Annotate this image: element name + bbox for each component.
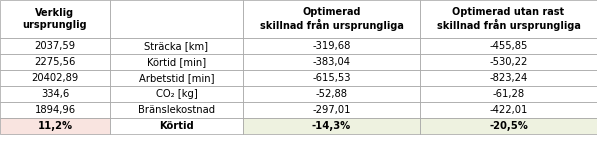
Bar	[420, 0, 597, 38]
Bar	[420, 54, 597, 70]
Bar	[420, 86, 597, 102]
Bar	[0, 0, 110, 38]
Text: -615,53: -615,53	[312, 73, 351, 83]
Bar	[110, 102, 243, 118]
Bar	[110, 70, 243, 86]
Text: Sträcka [km]: Sträcka [km]	[144, 41, 208, 51]
Text: -530,22: -530,22	[490, 57, 528, 67]
Bar	[110, 54, 243, 70]
Bar	[420, 118, 597, 134]
Bar	[243, 118, 420, 134]
Text: CO₂ [kg]: CO₂ [kg]	[156, 89, 198, 99]
Text: 334,6: 334,6	[41, 89, 69, 99]
Text: -383,04: -383,04	[312, 57, 350, 67]
Text: 2275,56: 2275,56	[34, 57, 76, 67]
Text: -297,01: -297,01	[312, 105, 351, 115]
Text: Verklig
ursprunglig: Verklig ursprunglig	[23, 8, 87, 30]
Bar	[110, 118, 243, 134]
Text: -61,28: -61,28	[493, 89, 525, 99]
Text: -422,01: -422,01	[490, 105, 528, 115]
Bar	[0, 118, 110, 134]
Bar	[243, 38, 420, 54]
Text: Optimerad
skillnad från ursprungliga: Optimerad skillnad från ursprungliga	[260, 7, 404, 31]
Bar	[110, 38, 243, 54]
Text: -455,85: -455,85	[490, 41, 528, 51]
Text: 11,2%: 11,2%	[38, 121, 73, 131]
Text: -823,24: -823,24	[490, 73, 528, 83]
Text: 20402,89: 20402,89	[32, 73, 79, 83]
Bar	[420, 38, 597, 54]
Bar	[0, 54, 110, 70]
Text: Körtid: Körtid	[159, 121, 194, 131]
Text: Arbetstid [min]: Arbetstid [min]	[139, 73, 214, 83]
Bar	[243, 54, 420, 70]
Bar	[0, 86, 110, 102]
Bar	[0, 38, 110, 54]
Text: -20,5%: -20,5%	[489, 121, 528, 131]
Text: Optimerad utan rast
skillnad från ursprungliga: Optimerad utan rast skillnad från urspru…	[436, 7, 580, 31]
Bar	[110, 0, 243, 38]
Bar	[243, 86, 420, 102]
Bar	[420, 102, 597, 118]
Bar	[243, 102, 420, 118]
Text: 2037,59: 2037,59	[35, 41, 76, 51]
Bar	[110, 86, 243, 102]
Bar	[243, 0, 420, 38]
Text: 1894,96: 1894,96	[35, 105, 76, 115]
Bar	[0, 70, 110, 86]
Bar	[243, 70, 420, 86]
Text: Bränslekostnad: Bränslekostnad	[138, 105, 215, 115]
Text: -319,68: -319,68	[312, 41, 350, 51]
Text: -52,88: -52,88	[315, 89, 347, 99]
Text: Körtid [min]: Körtid [min]	[147, 57, 206, 67]
Text: -14,3%: -14,3%	[312, 121, 351, 131]
Bar	[420, 70, 597, 86]
Bar	[0, 102, 110, 118]
